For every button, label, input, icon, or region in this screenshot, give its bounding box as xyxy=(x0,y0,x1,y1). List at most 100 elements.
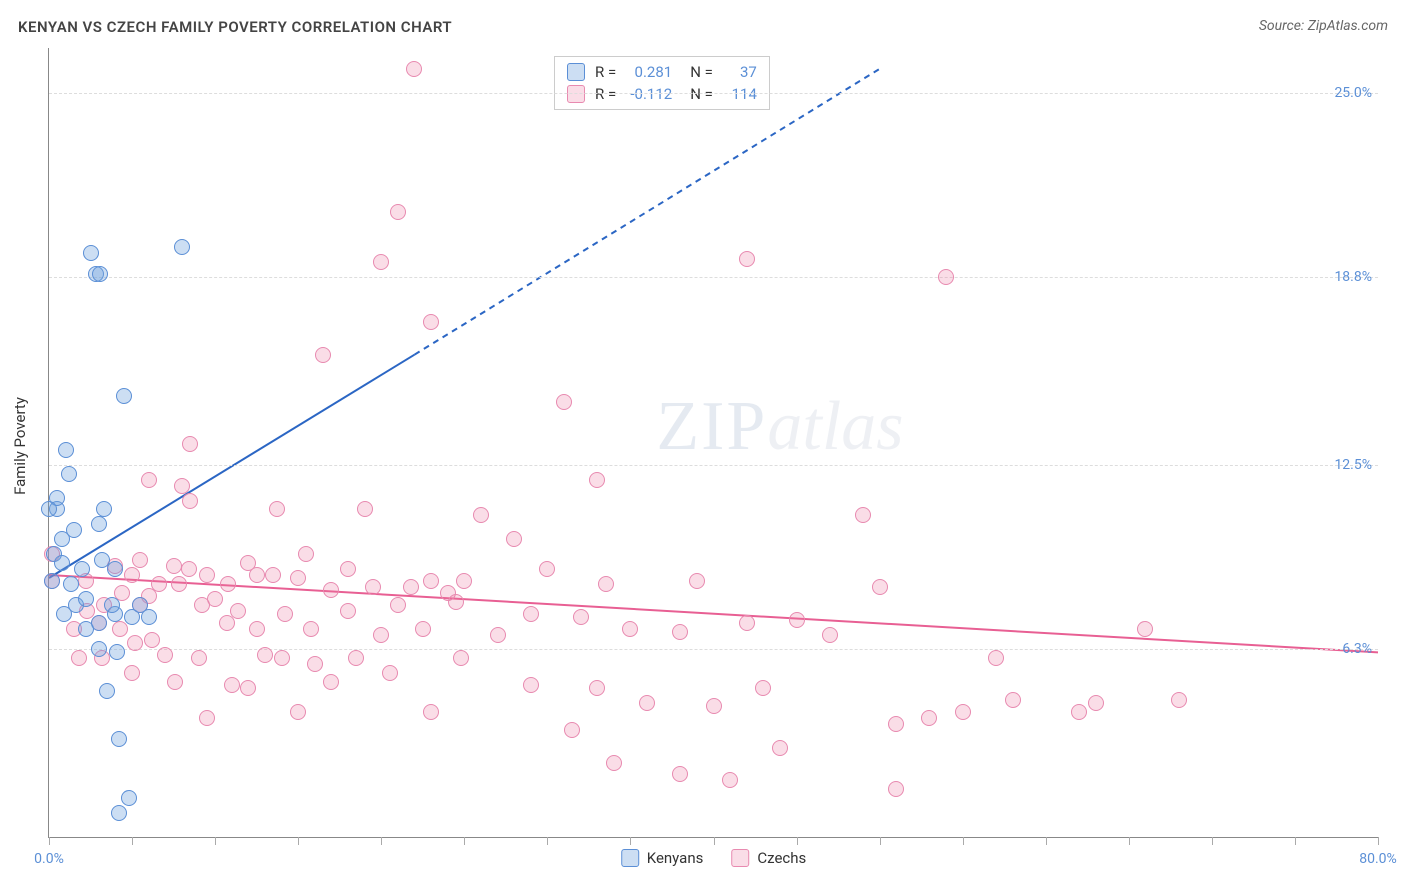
data-point xyxy=(63,576,79,592)
data-point xyxy=(220,576,236,592)
data-point xyxy=(249,621,265,637)
x-tick-label: 0.0% xyxy=(34,851,64,867)
r-label: R = xyxy=(595,63,616,81)
stats-swatch xyxy=(567,63,585,81)
stats-swatch xyxy=(567,85,585,103)
data-point xyxy=(111,731,127,747)
data-point xyxy=(124,665,140,681)
stats-row: R =-0.112N =114 xyxy=(555,83,769,105)
data-point xyxy=(872,579,888,595)
y-tick-label: 25.0% xyxy=(1334,85,1372,101)
data-point xyxy=(1171,692,1187,708)
x-tick xyxy=(1295,837,1296,845)
legend-item: Czechs xyxy=(731,849,806,867)
data-point xyxy=(141,609,157,625)
data-point xyxy=(373,627,389,643)
data-point xyxy=(689,573,705,589)
data-point xyxy=(739,251,755,267)
data-point xyxy=(96,501,112,517)
data-point xyxy=(423,704,439,720)
data-point xyxy=(722,772,738,788)
data-point xyxy=(91,615,107,631)
y-axis-title: Family Poverty xyxy=(11,397,29,495)
n-label: N = xyxy=(690,63,713,81)
data-point xyxy=(1137,621,1153,637)
data-point xyxy=(822,627,838,643)
data-point xyxy=(191,650,207,666)
data-point xyxy=(473,507,489,523)
stats-row: R =0.281N =37 xyxy=(555,61,769,83)
data-point xyxy=(307,656,323,672)
y-tick-label: 6.3% xyxy=(1342,641,1372,657)
data-point xyxy=(74,561,90,577)
data-point xyxy=(323,674,339,690)
stats-box: R =0.281N =37R =-0.112N =114 xyxy=(554,56,770,110)
data-point xyxy=(955,704,971,720)
data-point xyxy=(365,579,381,595)
data-point xyxy=(357,501,373,517)
data-point xyxy=(167,674,183,690)
data-point xyxy=(41,501,57,517)
data-point xyxy=(58,442,74,458)
data-point xyxy=(706,698,722,714)
data-point xyxy=(265,567,281,583)
x-tick xyxy=(797,837,798,845)
data-point xyxy=(1071,704,1087,720)
data-point xyxy=(453,650,469,666)
data-point xyxy=(144,632,160,648)
n-value: 37 xyxy=(723,63,757,81)
data-point xyxy=(44,573,60,589)
chart-title: KENYAN VS CZECH FAMILY POVERTY CORRELATI… xyxy=(18,18,452,36)
data-point xyxy=(199,567,215,583)
data-point xyxy=(340,561,356,577)
data-point xyxy=(107,561,123,577)
data-point xyxy=(99,683,115,699)
data-point xyxy=(772,740,788,756)
data-point xyxy=(403,579,419,595)
data-point xyxy=(539,561,555,577)
legend-label: Czechs xyxy=(757,849,806,867)
n-value: 114 xyxy=(723,85,757,103)
data-point xyxy=(83,245,99,261)
data-point xyxy=(182,493,198,509)
data-point xyxy=(269,501,285,517)
data-point xyxy=(606,755,622,771)
data-point xyxy=(855,507,871,523)
data-point xyxy=(423,573,439,589)
data-point xyxy=(348,650,364,666)
data-point xyxy=(315,347,331,363)
data-point xyxy=(124,567,140,583)
data-point xyxy=(109,644,125,660)
data-point xyxy=(166,558,182,574)
data-point xyxy=(290,704,306,720)
x-tick xyxy=(49,837,50,845)
data-point xyxy=(54,555,70,571)
data-point xyxy=(755,680,771,696)
r-value: -0.112 xyxy=(626,85,672,103)
data-point xyxy=(182,436,198,452)
y-tick-label: 18.8% xyxy=(1334,269,1372,285)
data-point xyxy=(219,615,235,631)
legend-swatch xyxy=(731,849,749,867)
data-point xyxy=(132,552,148,568)
data-point xyxy=(340,603,356,619)
data-point xyxy=(523,606,539,622)
data-point xyxy=(171,576,187,592)
y-tick-label: 12.5% xyxy=(1334,457,1372,473)
x-tick xyxy=(880,837,881,845)
gridline xyxy=(49,465,1378,466)
legend-swatch xyxy=(621,849,639,867)
data-point xyxy=(141,472,157,488)
data-point xyxy=(78,591,94,607)
data-point xyxy=(556,394,572,410)
data-point xyxy=(573,609,589,625)
data-point xyxy=(224,677,240,693)
data-point xyxy=(639,695,655,711)
legend-label: Kenyans xyxy=(647,849,704,867)
data-point xyxy=(423,314,439,330)
x-tick xyxy=(132,837,133,845)
legend-item: Kenyans xyxy=(621,849,704,867)
x-tick xyxy=(1378,837,1379,845)
data-point xyxy=(303,621,319,637)
data-point xyxy=(589,680,605,696)
